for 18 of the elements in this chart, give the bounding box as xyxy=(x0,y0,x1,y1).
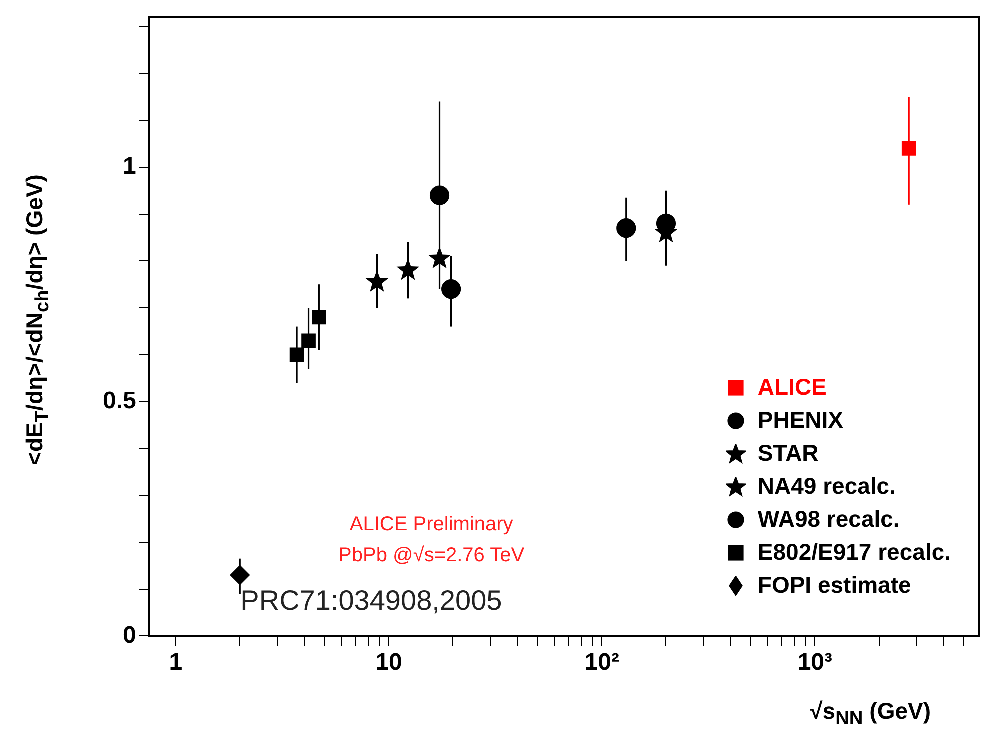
legend-label: E802/E917 recalc. xyxy=(758,539,951,566)
x-axis-title: √s$_{NN}$ (GeV) xyxy=(810,698,931,731)
legend-label: WA98 recalc. xyxy=(758,506,900,533)
x-tick-label: 10² xyxy=(584,649,620,676)
legend-label: FOPI estimate xyxy=(758,572,912,599)
annotation: PRC71:034908,2005 xyxy=(240,584,502,616)
legend-label: NA49 recalc. xyxy=(758,473,896,500)
y-tick-label: 0.5 xyxy=(102,387,136,414)
annotation: PbPb @√s=2.76 TeV xyxy=(338,544,526,566)
y-tick-label: 0 xyxy=(123,622,136,649)
annotation: ALICE Preliminary xyxy=(350,513,514,536)
y-tick-label: 1 xyxy=(123,153,136,180)
legend-label: PHENIX xyxy=(758,407,844,434)
legend-label: STAR xyxy=(758,440,819,467)
x-tick-label: 10 xyxy=(376,649,402,676)
x-tick-label: 10³ xyxy=(798,649,833,676)
legend-label: ALICE xyxy=(758,374,827,401)
x-tick-label: 1 xyxy=(169,649,183,676)
